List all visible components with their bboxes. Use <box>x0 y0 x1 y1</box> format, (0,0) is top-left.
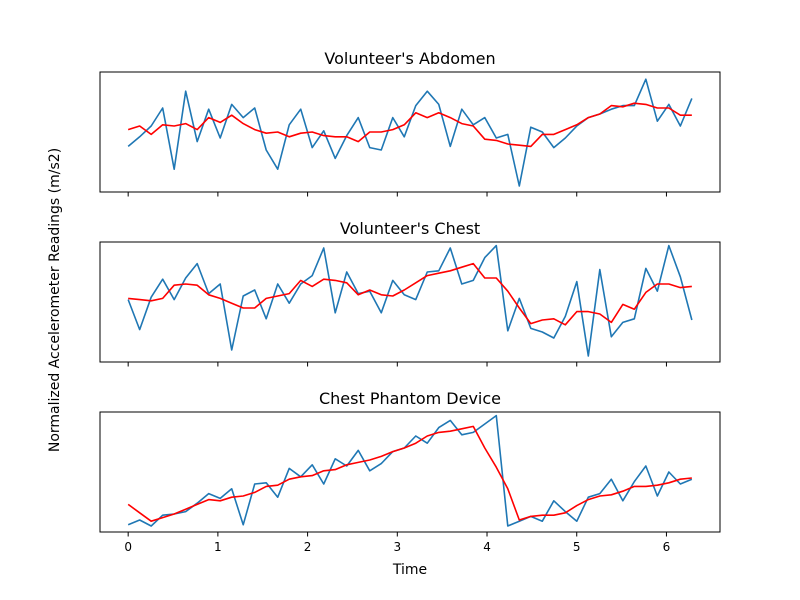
x-tick-label: 1 <box>214 540 222 554</box>
subplots: Volunteer's Abdomen Volunteer's Chest Ches… <box>99 49 721 554</box>
subplot-title: Chest Phantom Device <box>319 389 501 408</box>
x-axis-label: Time <box>392 562 427 578</box>
smoothed-series-line <box>127 102 692 148</box>
smoothed-series-line <box>127 425 692 523</box>
raw-series-line <box>127 414 693 527</box>
subplot-2: Volunteer's Chest <box>99 219 721 367</box>
subplot-3: Chest Phantom Device 0 1 2 3 4 5 6 <box>99 389 721 554</box>
x-tick-label: 4 <box>483 540 491 554</box>
x-tick-label: 2 <box>304 540 312 554</box>
x-tick-label: 5 <box>573 540 581 554</box>
subplot-1: Volunteer's Abdomen <box>99 49 721 197</box>
y-axis-label: Normalized Accelerometer Readings (m/s2) <box>47 148 63 452</box>
x-tick-label: 6 <box>663 540 671 554</box>
plot-frame <box>99 71 721 193</box>
subplot-title: Volunteer's Chest <box>340 219 480 238</box>
x-tick-label: 0 <box>124 540 132 554</box>
plot-frame <box>99 241 721 363</box>
raw-series-line <box>127 244 693 357</box>
smoothed-series-line <box>128 262 692 326</box>
x-tick-label: 3 <box>393 540 401 554</box>
plot-frame <box>99 411 721 533</box>
subplot-title: Volunteer's Abdomen <box>324 49 495 68</box>
